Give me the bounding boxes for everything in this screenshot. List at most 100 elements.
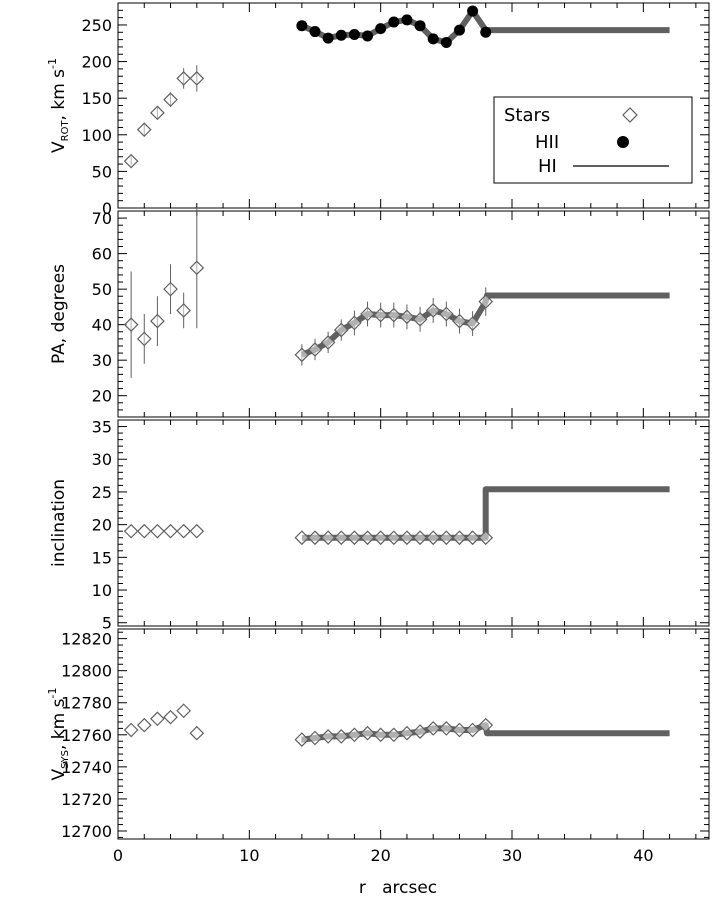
hii-point (438, 306, 454, 322)
legend-box (493, 96, 693, 184)
hii-point (307, 730, 323, 746)
x-tick-label: 20 (370, 846, 390, 865)
hii-point (478, 294, 494, 309)
hii-point (347, 530, 362, 546)
stars-point (176, 703, 192, 719)
hii-point (294, 347, 310, 363)
hii-point (401, 14, 413, 26)
y-tick-label: 12720 (61, 790, 112, 809)
hii-point (452, 722, 467, 738)
y-axis-label: VSYS, km s-1 (46, 688, 71, 781)
stars-point (123, 153, 139, 169)
hii-point (386, 530, 402, 546)
hii-point (333, 322, 349, 338)
y-tick-label: 70 (92, 209, 112, 228)
hii-point (399, 530, 415, 546)
stars-point (123, 523, 139, 539)
hii-point (465, 316, 480, 331)
hii-point (360, 725, 375, 741)
stars-point (123, 722, 139, 738)
panel-vrot: 0 50 100 150 200 250 VROT, km s-1 Stars HII HI (46, 2, 710, 218)
y-tick-label: 35 (92, 418, 112, 437)
hii-point (467, 5, 479, 17)
hii-point (360, 306, 375, 322)
hii-point (294, 530, 310, 546)
hii-point (362, 30, 374, 42)
x-tick-label: 0 (113, 846, 123, 865)
hii-point (427, 33, 439, 45)
y-tick-label: 25 (92, 483, 112, 502)
hii-point (425, 530, 441, 546)
legend-label-stars: Stars (504, 105, 550, 126)
hii-point (425, 303, 441, 318)
hii-point (412, 530, 428, 546)
stars-point (189, 523, 205, 539)
panel-incl: 5 10 15 20 25 30 35 inclination (49, 418, 710, 633)
stars-point (136, 122, 152, 138)
y-axis-label: inclination (49, 479, 69, 567)
hii-point (347, 727, 362, 743)
y-tick-label: 50 (92, 162, 112, 181)
y-tick-label: 12760 (61, 726, 112, 745)
hii-point (399, 725, 415, 741)
hii-point (412, 724, 428, 739)
hii-point (480, 26, 492, 38)
y-tick-label: 12740 (61, 758, 112, 777)
hii-point (333, 729, 349, 744)
x-tick-label: 40 (633, 846, 653, 865)
y-tick-label: 50 (92, 280, 112, 299)
stars-point (150, 105, 165, 121)
stars-point (163, 709, 178, 725)
panel-frame (117, 210, 710, 418)
hii-point (347, 315, 362, 331)
hii-point (399, 309, 415, 325)
hii-point (375, 23, 387, 35)
panel-pa: 20 30 40 50 60 70 PA, degrees (49, 207, 710, 418)
y-tick-label: 250 (81, 16, 112, 35)
hii-point (348, 28, 360, 40)
stars-point (176, 303, 192, 318)
hii-point (320, 729, 336, 744)
hii-point (307, 530, 323, 546)
y-tick-label: 150 (81, 89, 112, 108)
stars-point (189, 71, 205, 86)
stars-point (176, 71, 192, 86)
hii-point (320, 530, 336, 546)
hii-point (360, 530, 375, 546)
stars-point (163, 523, 178, 539)
hii-point (452, 530, 467, 546)
stars-point (189, 260, 205, 276)
hii-point (438, 721, 454, 736)
hii-point (320, 335, 336, 350)
legend-marker-stars (622, 107, 638, 123)
stars-point (163, 281, 178, 297)
stars-point (136, 331, 152, 347)
hii-point (414, 20, 426, 32)
stars-point (150, 523, 165, 539)
hii-point (453, 24, 465, 36)
y-tick-label: 12780 (61, 694, 112, 713)
hii-point (452, 313, 467, 329)
y-tick-label: 12700 (61, 822, 112, 841)
x-tick-label: 10 (239, 846, 259, 865)
hii-point (373, 307, 389, 323)
y-tick-label: 15 (92, 548, 112, 567)
panel-frame (117, 628, 710, 840)
y-tick-label: 200 (81, 53, 112, 72)
hii-point (322, 32, 334, 44)
y-tick-label: 40 (92, 316, 112, 335)
hii-point (373, 727, 389, 743)
legend-marker-hii (617, 136, 629, 148)
y-tick-label: 20 (92, 516, 112, 535)
y-axis-label: VROT, km s-1 (46, 58, 71, 153)
y-tick-label: 12820 (61, 630, 112, 649)
hii-point (296, 20, 308, 32)
hii-point (478, 530, 494, 546)
hii-point (388, 16, 400, 28)
hii-point (465, 530, 480, 546)
y-tick-label: 20 (92, 387, 112, 406)
hii-point (465, 722, 480, 738)
legend-label-hi: HI (538, 156, 557, 177)
